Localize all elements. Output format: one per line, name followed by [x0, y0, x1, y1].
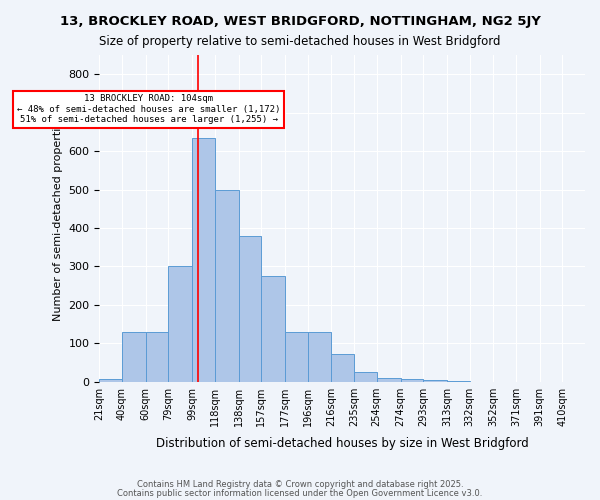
Text: Contains HM Land Registry data © Crown copyright and database right 2025.: Contains HM Land Registry data © Crown c… [137, 480, 463, 489]
Bar [285, 332, 308, 382]
Text: Contains public sector information licensed under the Open Government Licence v3: Contains public sector information licen… [118, 488, 482, 498]
Text: 13 BROCKLEY ROAD: 104sqm
← 48% of semi-detached houses are smaller (1,172)
51% o: 13 BROCKLEY ROAD: 104sqm ← 48% of semi-d… [17, 94, 280, 124]
Text: 13, BROCKLEY ROAD, WEST BRIDGFORD, NOTTINGHAM, NG2 5JY: 13, BROCKLEY ROAD, WEST BRIDGFORD, NOTTI… [59, 15, 541, 28]
Y-axis label: Number of semi-detached properties: Number of semi-detached properties [53, 116, 63, 322]
Bar [423, 380, 447, 382]
Bar [331, 354, 354, 382]
Bar [192, 138, 215, 382]
Text: Size of property relative to semi-detached houses in West Bridgford: Size of property relative to semi-detach… [99, 35, 501, 48]
Bar [354, 372, 377, 382]
X-axis label: Distribution of semi-detached houses by size in West Bridgford: Distribution of semi-detached houses by … [156, 437, 529, 450]
Bar [122, 332, 146, 382]
Bar [261, 276, 285, 382]
Bar [100, 378, 122, 382]
Bar [308, 332, 331, 382]
Bar [377, 378, 401, 382]
Bar [146, 332, 169, 382]
Bar [239, 236, 261, 382]
Bar [401, 379, 423, 382]
Bar [169, 266, 192, 382]
Bar [215, 190, 239, 382]
